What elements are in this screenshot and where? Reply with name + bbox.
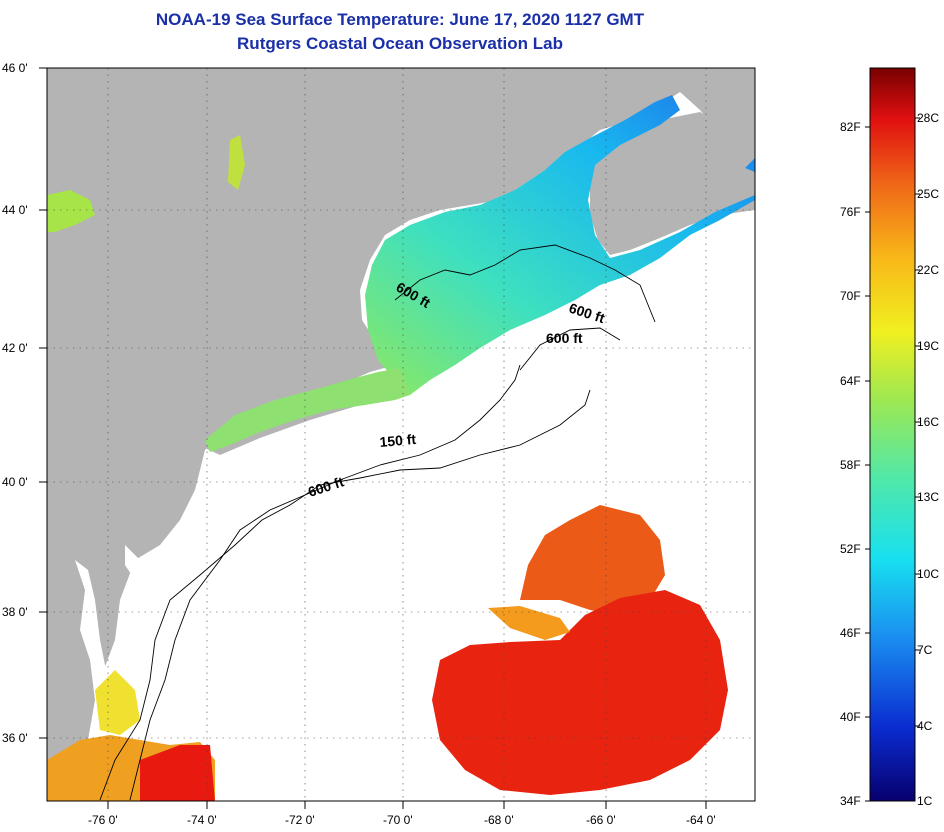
lon-label: -64 0' — [686, 813, 716, 827]
contour-600ft-gom — [394, 244, 656, 323]
colorbar-f-label: 82F — [840, 120, 861, 134]
lon-label: -72 0' — [285, 813, 315, 827]
sst-gulf-stream-north — [520, 505, 665, 615]
colorbar-c-label: 4C — [917, 719, 933, 733]
sst-lake-champlain — [228, 135, 245, 190]
lon-label: -76 0' — [88, 813, 118, 827]
land-continent — [47, 68, 755, 801]
axis-ticks — [39, 67, 707, 809]
lon-labels: -76 0' -74 0' -72 0' -70 0' -68 0' -66 0… — [88, 813, 716, 827]
colorbar-f-labels: 82F 76F 70F 64F 58F 52F 46F 40F 34F — [840, 120, 861, 808]
lat-label: 42 0' — [2, 341, 28, 355]
sst-chesapeake-mouth — [95, 670, 140, 735]
bathymetry-contours — [99, 244, 656, 801]
lat-label: 44 0' — [2, 203, 28, 217]
lon-label: -74 0' — [187, 813, 217, 827]
colorbar-c-label: 10C — [917, 567, 939, 581]
lon-label: -66 0' — [586, 813, 616, 827]
map-frame — [46, 67, 756, 802]
colorbar-c-label: 13C — [917, 490, 939, 504]
contour-150ft — [129, 364, 521, 801]
lon-label: -68 0' — [484, 813, 514, 827]
map-grid — [47, 68, 755, 801]
lat-labels: 46 0' 44 0' 42 0' 40 0' 38 0' 36 0' — [2, 61, 28, 745]
colorbar-f-label: 34F — [840, 794, 861, 808]
colorbar-f-label: 64F — [840, 374, 861, 388]
lat-label: 36 0' — [2, 731, 28, 745]
colorbar-c-label: 16C — [917, 415, 939, 429]
contour-georges — [519, 327, 621, 371]
colorbar-ticks — [865, 117, 920, 802]
colorbar-c-label: 7C — [917, 643, 933, 657]
contour-label-150ft: 150 ft — [379, 431, 417, 450]
colorbar-c-label: 19C — [917, 339, 939, 353]
colorbar-f-label: 76F — [840, 205, 861, 219]
land-nova-scotia — [590, 112, 755, 255]
colorbar-c-labels: 28C 25C 22C 19C 16C 13C 10C 7C 4C 1C — [917, 111, 939, 808]
colorbar-f-label: 70F — [840, 289, 861, 303]
sst-gulf-stream-south — [432, 590, 728, 795]
map-subtitle: Rutgers Coastal Ocean Observation Lab — [237, 34, 563, 53]
lat-label: 46 0' — [2, 61, 28, 75]
colorbar-c-label: 1C — [917, 794, 933, 808]
colorbar-c-label: 28C — [917, 111, 939, 125]
colorbar-f-label: 46F — [840, 626, 861, 640]
colorbar — [869, 67, 916, 802]
colorbar-f-label: 40F — [840, 710, 861, 724]
colorbar-f-label: 58F — [840, 458, 861, 472]
sst-southern-hot — [140, 745, 215, 801]
sst-warm-tongue — [488, 606, 570, 640]
lon-label: -70 0' — [383, 813, 413, 827]
colorbar-f-label: 52F — [840, 542, 861, 556]
bay-delaware — [125, 545, 150, 600]
contour-600ft-south — [99, 389, 591, 801]
colorbar-c-label: 22C — [917, 263, 939, 277]
sst-southern-new-england — [205, 368, 410, 452]
contour-label-georges: 600 ft — [546, 330, 583, 346]
lat-label: 40 0' — [2, 475, 28, 489]
colorbar-c-label: 25C — [917, 187, 939, 201]
sst-lake-west — [47, 190, 95, 232]
lat-label: 38 0' — [2, 605, 28, 619]
map-title: NOAA-19 Sea Surface Temperature: June 17… — [155, 10, 645, 29]
sst-gulf-of-maine — [365, 95, 755, 395]
